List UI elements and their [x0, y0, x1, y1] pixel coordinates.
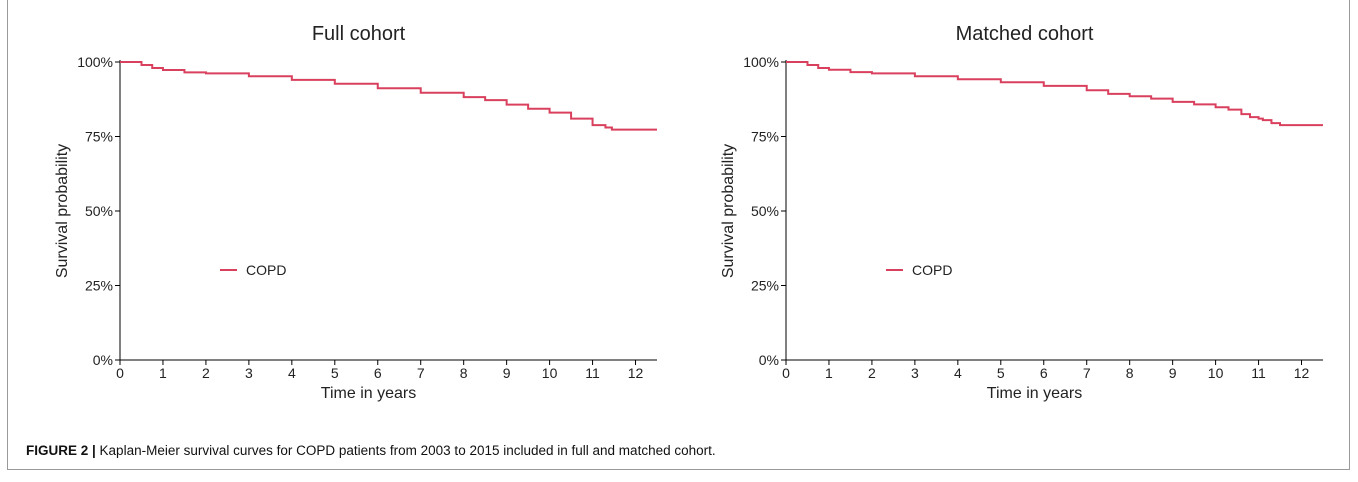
- survival-curve-copd: [786, 61, 1323, 127]
- y-tick-label: 75%: [85, 129, 113, 145]
- chart-title: Full cohort: [312, 23, 406, 45]
- y-tick-label: 25%: [85, 278, 113, 294]
- x-tick-label: 2: [868, 365, 876, 381]
- x-tick-label: 8: [1126, 365, 1134, 381]
- survival-curve-copd: [120, 61, 657, 131]
- x-axis-label: Time in years: [987, 385, 1082, 402]
- x-tick-label: 1: [825, 365, 833, 381]
- x-tick-label: 1: [159, 365, 167, 381]
- x-tick-label: 8: [460, 365, 468, 381]
- legend-label-copd: COPD: [912, 262, 952, 278]
- y-tick-label: 100%: [77, 54, 113, 70]
- x-tick-label: 11: [1251, 365, 1266, 381]
- x-tick-label: 2: [202, 365, 210, 381]
- x-tick-label: 0: [116, 365, 124, 381]
- x-tick-label: 5: [331, 365, 339, 381]
- y-tick-label: 25%: [751, 278, 779, 294]
- x-tick-label: 12: [1294, 365, 1310, 381]
- y-tick-label: 0%: [93, 352, 113, 368]
- x-tick-label: 4: [288, 365, 296, 381]
- x-axis-label: Time in years: [321, 385, 416, 402]
- x-tick-label: 10: [542, 365, 558, 381]
- chart-title: Matched cohort: [956, 23, 1094, 45]
- figure-caption: FIGURE 2 | Kaplan-Meier survival curves …: [26, 443, 716, 458]
- x-tick-label: 0: [782, 365, 790, 381]
- y-axis-label: Survival probability: [720, 144, 737, 278]
- y-tick-label: 0%: [759, 352, 779, 368]
- x-tick-label: 12: [628, 365, 644, 381]
- x-tick-label: 3: [911, 365, 919, 381]
- x-tick-label: 3: [245, 365, 253, 381]
- y-tick-label: 50%: [85, 203, 113, 219]
- x-tick-label: 9: [503, 365, 511, 381]
- y-tick-label: 50%: [751, 203, 779, 219]
- y-axis-label: Survival probability: [54, 144, 71, 278]
- legend-label-copd: COPD: [246, 262, 286, 278]
- x-tick-label: 4: [954, 365, 962, 381]
- x-tick-label: 7: [1083, 365, 1091, 381]
- figure-caption-label: FIGURE 2 |: [26, 443, 96, 458]
- x-tick-label: 5: [997, 365, 1005, 381]
- x-tick-label: 9: [1169, 365, 1177, 381]
- x-tick-label: 7: [417, 365, 425, 381]
- x-tick-label: 6: [374, 365, 382, 381]
- x-tick-label: 11: [585, 365, 600, 381]
- y-tick-label: 100%: [743, 54, 779, 70]
- figure-frame: [7, 0, 1350, 470]
- x-tick-label: 10: [1208, 365, 1224, 381]
- figure-caption-text: Kaplan-Meier survival curves for COPD pa…: [95, 443, 716, 458]
- y-tick-label: 75%: [751, 129, 779, 145]
- x-tick-label: 6: [1040, 365, 1048, 381]
